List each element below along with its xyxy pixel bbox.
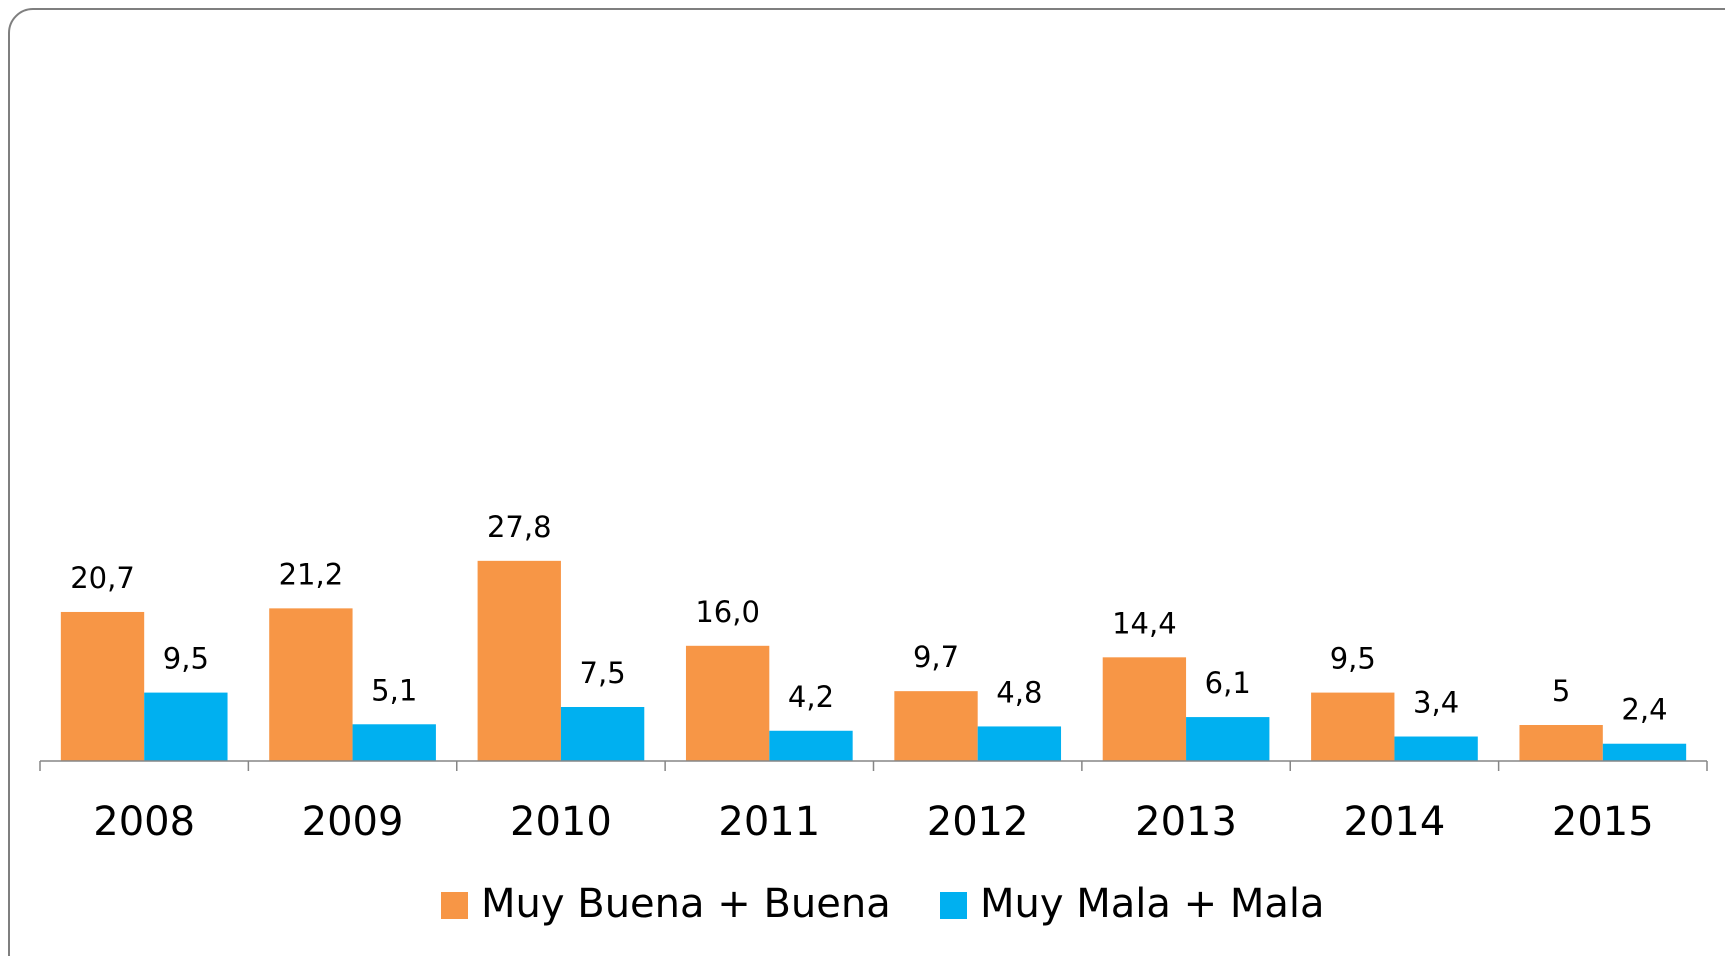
bar [894,691,978,761]
data-label: 27,8 [487,510,552,544]
data-label: 20,7 [70,561,135,595]
bar [1602,743,1687,761]
x-tick-label: 2012 [927,799,1029,845]
bar [769,730,853,761]
data-label: 21,2 [279,557,344,591]
data-label: 14,4 [1112,606,1177,640]
data-label: 7,5 [580,656,626,690]
bar [352,724,436,761]
bar [685,645,770,761]
data-label: 9,5 [1330,642,1376,676]
data-label: 16,0 [695,595,760,629]
bar [144,692,228,761]
bar [1519,725,1603,761]
legend-swatch [441,892,468,919]
bar [477,560,561,761]
x-tick-label: 2011 [718,799,820,845]
data-label: 9,7 [913,640,959,674]
bar [1186,717,1270,761]
data-label: 5 [1552,674,1570,708]
legend-label: Muy Buena + Buena [481,881,891,927]
data-label: 5,1 [371,673,417,707]
bar [977,726,1062,761]
legend-label: Muy Mala + Mala [980,881,1325,927]
data-label: 4,2 [788,680,834,714]
bar [1394,736,1478,761]
data-label: 3,4 [1413,686,1459,720]
data-label: 6,1 [1205,666,1251,700]
data-label: 2,4 [1621,693,1667,727]
x-tick-label: 2013 [1135,799,1237,845]
bar [269,608,353,761]
data-label: 9,5 [163,642,209,676]
bar [60,611,145,761]
chart-frame [8,8,1725,956]
bar [1102,657,1187,761]
x-tick-label: 2014 [1344,799,1446,845]
bar [560,707,645,761]
bar [1311,692,1395,761]
data-label: 4,8 [996,675,1042,709]
x-tick-label: 2008 [93,799,195,845]
x-tick-label: 2009 [302,799,404,845]
x-tick-label: 2015 [1552,799,1654,845]
x-tick-label: 2010 [510,799,612,845]
legend-swatch [940,892,967,919]
